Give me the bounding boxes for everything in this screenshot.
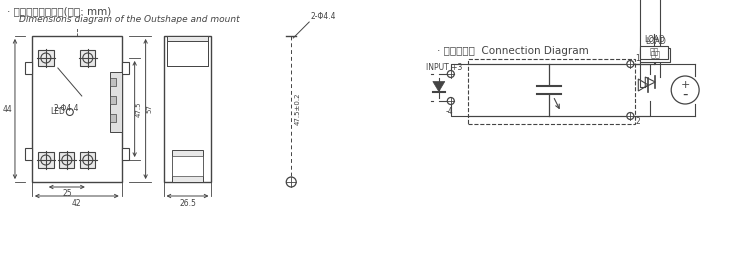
Text: 42: 42 xyxy=(72,199,82,208)
Bar xyxy=(80,50,95,66)
Polygon shape xyxy=(433,82,445,92)
Bar xyxy=(25,62,32,74)
Text: +: + xyxy=(680,80,690,90)
Text: 2-Φ4.4: 2-Φ4.4 xyxy=(54,104,80,113)
Bar xyxy=(166,36,208,66)
Text: 2-Φ4.4: 2-Φ4.4 xyxy=(310,12,336,21)
Bar xyxy=(122,148,129,160)
Text: Dimensions diagram of the Outshape and mount: Dimensions diagram of the Outshape and m… xyxy=(19,15,239,24)
Bar xyxy=(110,72,122,132)
Bar xyxy=(468,59,635,124)
Bar xyxy=(38,152,53,168)
Bar xyxy=(172,150,203,182)
Text: -: - xyxy=(682,87,688,101)
Text: 26.5: 26.5 xyxy=(179,199,196,208)
Text: 1: 1 xyxy=(635,54,640,63)
Bar xyxy=(640,46,668,59)
Text: 44: 44 xyxy=(2,105,12,114)
Circle shape xyxy=(447,70,454,78)
Bar xyxy=(110,78,116,86)
Text: · 外形及安装尺寸图(单位: mm): · 外形及安装尺寸图(单位: mm) xyxy=(7,6,111,16)
Bar xyxy=(80,152,95,168)
Text: LOAD: LOAD xyxy=(645,37,666,46)
Circle shape xyxy=(286,177,296,187)
Bar xyxy=(59,152,74,168)
Bar xyxy=(38,50,53,66)
Bar xyxy=(32,36,122,182)
Circle shape xyxy=(447,97,454,105)
Text: LOAD: LOAD xyxy=(644,35,664,44)
Text: 2: 2 xyxy=(635,117,640,126)
Text: 47.5: 47.5 xyxy=(136,101,142,117)
Bar xyxy=(25,148,32,160)
Text: INPUT +3: INPUT +3 xyxy=(426,63,462,72)
Bar xyxy=(110,114,116,122)
Text: LED: LED xyxy=(50,107,64,116)
Text: · 端子接线图  Connection Diagram: · 端子接线图 Connection Diagram xyxy=(436,46,589,56)
Bar xyxy=(110,96,116,104)
Text: 25: 25 xyxy=(62,189,72,198)
Text: 负载: 负载 xyxy=(650,47,659,56)
Bar xyxy=(172,156,203,176)
Text: -4: -4 xyxy=(446,107,454,116)
Bar xyxy=(164,36,211,182)
Text: 47.5±0.2: 47.5±0.2 xyxy=(294,93,300,125)
Bar xyxy=(122,62,129,74)
Text: 57: 57 xyxy=(146,105,152,114)
Bar xyxy=(640,48,670,62)
Bar xyxy=(166,41,208,66)
Text: 负载: 负载 xyxy=(650,50,660,59)
Circle shape xyxy=(627,112,634,120)
Circle shape xyxy=(627,60,634,68)
